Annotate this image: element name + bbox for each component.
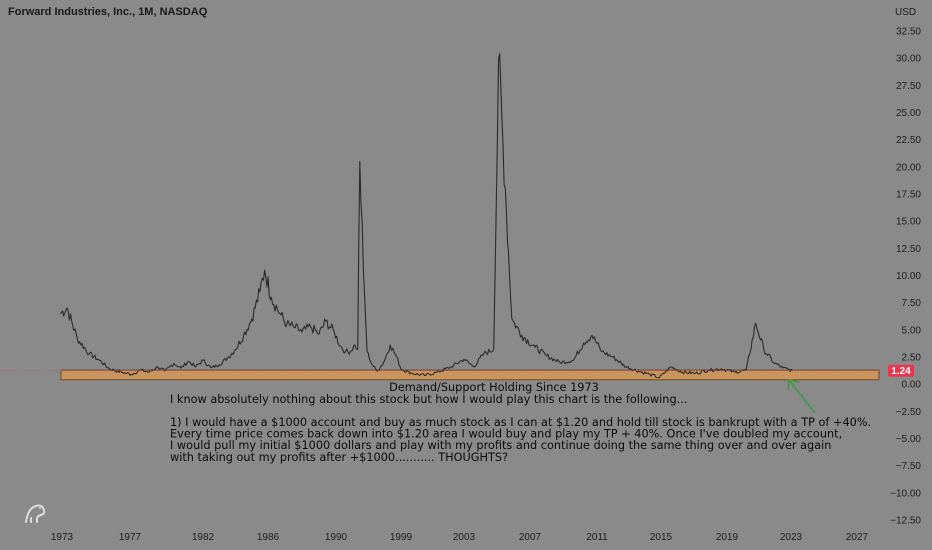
tradingview-logo-icon	[25, 504, 46, 523]
support-zone: Demand/Support Holding Since 1973	[60, 369, 880, 394]
overlay: 1.24	[0, 364, 914, 523]
note-line: with taking out my profits after +$1000.…	[170, 451, 508, 464]
x-tick-label: 2015	[650, 532, 673, 543]
x-tick-label: 1999	[390, 532, 413, 543]
chart-title: Forward Industries, Inc., 1M, NASDAQ	[8, 6, 208, 18]
note-line: Every time price comes back down into $1…	[170, 428, 842, 441]
y-tick-label: −2.50	[896, 407, 922, 418]
note-line: 1) I would have a $1000 account and buy …	[170, 416, 871, 429]
annotation-arrow-shaft	[788, 379, 816, 414]
support-zone-rect	[60, 369, 880, 381]
note-line: I would pull my initial $1000 dollars an…	[170, 439, 831, 452]
y-axis: USD 32.50 30.00 27.50 25.00 22.50 20.00 17.50 15…	[890, 7, 921, 527]
annotation-note: I know absolutely nothing about this sto…	[170, 393, 871, 464]
y-tick-label: 22.50	[896, 135, 921, 146]
y-tick-label: 5.00	[902, 325, 922, 336]
y-tick-label: 15.00	[896, 217, 921, 228]
x-tick-label: 2003	[453, 532, 476, 543]
x-tick-label: 1982	[192, 532, 215, 543]
currency-label: USD	[895, 7, 916, 18]
x-tick-label: 2011	[586, 532, 608, 543]
x-tick-label: 1990	[325, 532, 348, 543]
x-tick-label: 1977	[119, 532, 142, 543]
y-tick-label: 12.50	[896, 244, 921, 255]
y-tick-label: 7.50	[902, 298, 922, 309]
x-tick-label: 2019	[716, 532, 739, 543]
y-tick-label: 20.00	[896, 162, 921, 173]
y-tick-label: −10.00	[890, 488, 921, 499]
y-tick-label: −5.00	[896, 434, 922, 445]
y-tick-label: 25.00	[896, 108, 921, 119]
x-tick-label: 2007	[519, 532, 542, 543]
y-tick-label: 2.50	[902, 353, 922, 364]
x-tick-label: 1973	[51, 532, 74, 543]
y-tick-label: 30.00	[896, 54, 921, 65]
x-tick-label: 2027	[846, 532, 869, 543]
y-tick-label: 32.50	[896, 27, 921, 38]
y-tick-label: −7.50	[896, 461, 922, 472]
y-tick-label: 17.50	[896, 190, 921, 201]
annotation-arrow-head	[787, 379, 800, 391]
x-tick-label: 1986	[257, 532, 280, 543]
x-axis: 1973 1977 1982 1986 1990 1999 2003 2007 2011 2015…	[51, 532, 869, 543]
last-price-value: 1.24	[891, 366, 911, 377]
y-tick-label: −12.50	[890, 516, 921, 527]
y-tick-label: 0.00	[902, 380, 922, 391]
note-line: I know absolutely nothing about this sto…	[170, 393, 687, 406]
y-tick-label: 10.00	[896, 271, 921, 282]
logo-eye	[39, 507, 41, 509]
logo-shape	[25, 504, 46, 523]
y-tick-label: 27.50	[896, 81, 921, 92]
support-zone-label: Demand/Support Holding Since 1973	[389, 381, 599, 394]
last-price-tag	[888, 364, 914, 377]
price-series	[60, 53, 794, 379]
price-series-line	[60, 53, 794, 379]
x-tick-label: 2023	[780, 532, 803, 543]
